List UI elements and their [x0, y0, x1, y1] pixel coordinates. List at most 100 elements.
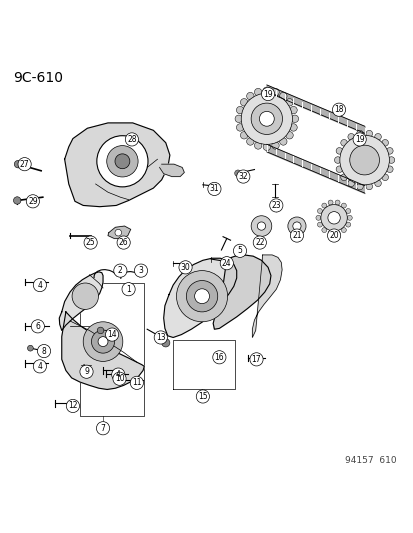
Circle shape [254, 88, 261, 96]
Circle shape [289, 124, 297, 131]
Circle shape [122, 282, 135, 296]
Circle shape [290, 115, 298, 123]
Circle shape [289, 107, 297, 114]
Circle shape [317, 222, 322, 227]
Text: 15: 15 [197, 392, 207, 401]
Circle shape [31, 320, 44, 333]
Text: 11: 11 [132, 378, 141, 387]
Circle shape [236, 107, 243, 114]
Circle shape [347, 180, 354, 187]
Text: 17: 17 [251, 355, 261, 364]
Circle shape [207, 182, 221, 196]
Circle shape [80, 365, 93, 378]
Circle shape [84, 236, 97, 249]
Circle shape [249, 353, 263, 366]
Circle shape [345, 208, 350, 214]
Circle shape [279, 138, 286, 145]
Circle shape [263, 143, 270, 150]
Circle shape [115, 154, 130, 169]
Text: 1: 1 [126, 285, 131, 294]
Circle shape [236, 170, 249, 183]
Circle shape [287, 217, 305, 235]
Circle shape [98, 337, 108, 346]
Circle shape [259, 111, 273, 126]
Circle shape [381, 174, 387, 181]
Text: 19: 19 [354, 135, 363, 144]
Circle shape [271, 88, 278, 96]
Circle shape [220, 256, 233, 270]
Circle shape [234, 170, 241, 176]
Circle shape [334, 231, 339, 236]
Circle shape [114, 264, 127, 277]
Text: 20: 20 [328, 231, 338, 240]
Circle shape [66, 399, 79, 413]
Circle shape [356, 183, 362, 190]
Circle shape [178, 261, 192, 274]
Circle shape [112, 368, 125, 381]
Circle shape [134, 264, 147, 277]
Circle shape [365, 131, 372, 137]
Text: 30: 30 [180, 263, 190, 272]
Circle shape [347, 215, 351, 220]
Text: 14: 14 [107, 330, 116, 339]
Text: 7: 7 [100, 424, 105, 433]
Circle shape [14, 160, 22, 168]
Text: 24: 24 [221, 259, 231, 268]
Circle shape [279, 92, 286, 100]
Circle shape [345, 222, 350, 227]
Circle shape [328, 200, 332, 205]
Circle shape [257, 222, 265, 230]
Text: 4: 4 [37, 280, 42, 289]
Text: 4: 4 [116, 370, 121, 379]
Circle shape [26, 195, 39, 208]
Polygon shape [64, 123, 169, 207]
Circle shape [194, 289, 209, 304]
Circle shape [317, 208, 322, 214]
Text: 6: 6 [35, 322, 40, 331]
Circle shape [212, 351, 225, 364]
Circle shape [332, 103, 345, 116]
Circle shape [83, 322, 123, 361]
Circle shape [254, 142, 261, 149]
Circle shape [334, 157, 340, 163]
Circle shape [186, 280, 217, 312]
Circle shape [387, 157, 394, 163]
Circle shape [386, 148, 392, 154]
Circle shape [340, 174, 347, 181]
Circle shape [37, 344, 50, 358]
Circle shape [321, 228, 326, 232]
Circle shape [261, 87, 274, 101]
Circle shape [334, 200, 339, 205]
Circle shape [341, 228, 346, 232]
Text: 9: 9 [84, 367, 89, 376]
Polygon shape [59, 272, 103, 330]
Circle shape [97, 136, 147, 187]
Circle shape [328, 231, 332, 236]
Text: 8: 8 [42, 346, 46, 356]
Text: 5: 5 [237, 246, 242, 255]
Circle shape [292, 222, 300, 230]
Circle shape [315, 215, 320, 220]
Circle shape [27, 345, 33, 351]
Circle shape [327, 212, 339, 224]
Text: 4: 4 [37, 362, 42, 371]
Circle shape [14, 197, 21, 204]
Text: 26: 26 [119, 238, 128, 247]
Circle shape [263, 87, 270, 94]
Text: 18: 18 [333, 105, 343, 114]
Text: 27: 27 [20, 160, 29, 168]
Circle shape [117, 236, 130, 249]
Circle shape [33, 278, 46, 292]
Circle shape [107, 146, 138, 177]
Circle shape [374, 134, 380, 140]
Circle shape [235, 115, 242, 123]
Circle shape [130, 376, 143, 390]
Text: 29: 29 [28, 197, 38, 206]
Polygon shape [163, 259, 236, 337]
Circle shape [115, 229, 121, 236]
Circle shape [241, 93, 292, 144]
Circle shape [161, 338, 169, 347]
Circle shape [320, 205, 347, 231]
Circle shape [233, 244, 246, 257]
Circle shape [352, 133, 366, 146]
